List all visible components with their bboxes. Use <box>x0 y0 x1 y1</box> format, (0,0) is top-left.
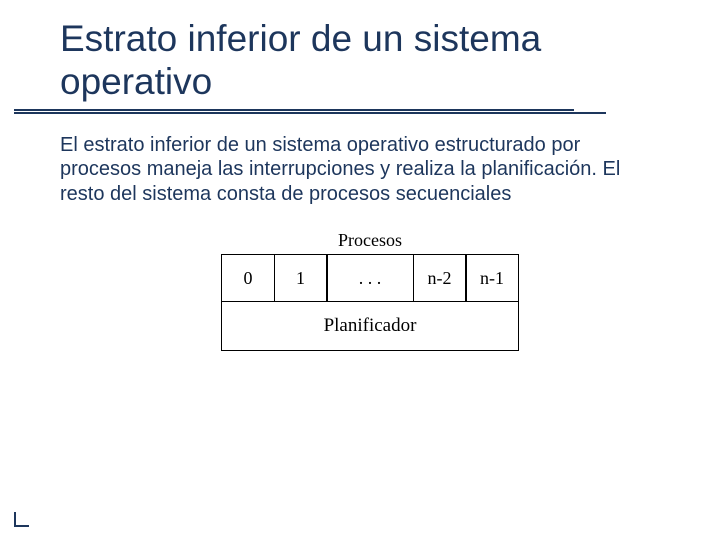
os-layer-diagram: Procesos 0 1 . . . n-2 n-1 Planificador <box>221 230 519 351</box>
scheduler-row: Planificador <box>221 301 519 351</box>
slide: Estrato inferior de un sistema operativo… <box>0 0 720 540</box>
process-row: 0 1 . . . n-2 n-1 <box>221 254 519 302</box>
processes-label: Procesos <box>221 230 519 251</box>
process-cell: 1 <box>274 254 328 302</box>
process-cell: n-2 <box>413 254 467 302</box>
process-cell-ellipsis: . . . <box>326 254 414 302</box>
title-underline <box>14 109 654 115</box>
process-cell: n-1 <box>465 254 519 302</box>
process-cell: 0 <box>221 254 275 302</box>
slide-title: Estrato inferior de un sistema operativo <box>60 18 680 103</box>
body-paragraph: El estrato inferior de un sistema operat… <box>60 133 680 206</box>
diagram-container: Procesos 0 1 . . . n-2 n-1 Planificador <box>60 230 680 351</box>
corner-ornament-icon <box>14 512 29 527</box>
